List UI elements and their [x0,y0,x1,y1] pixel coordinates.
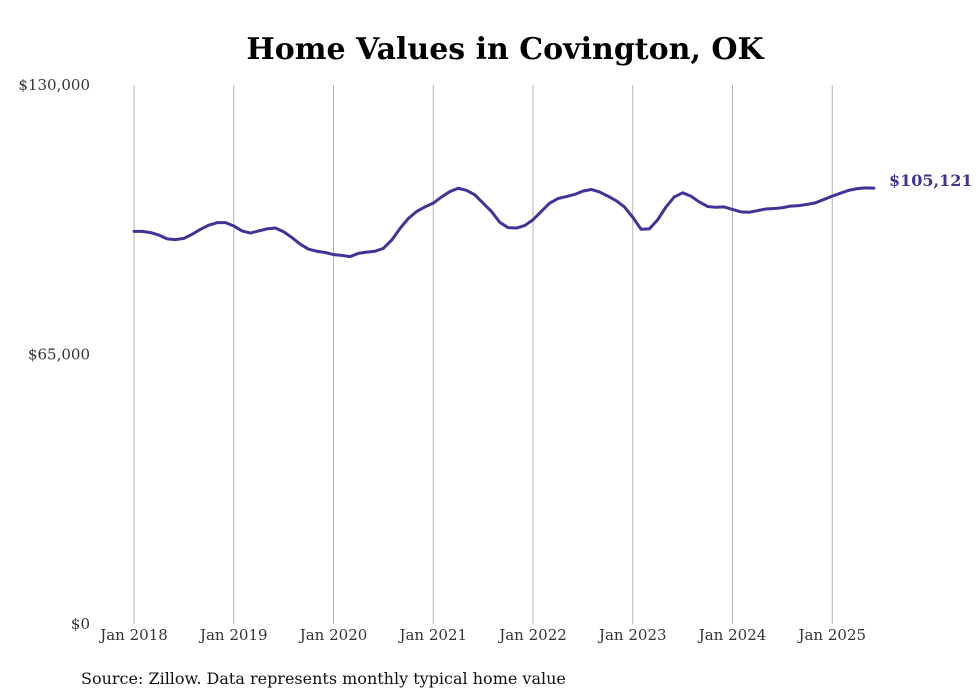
x-tick-label: Jan 2024 [697,626,767,644]
y-axis-ticks: $0 $65,000 $130,000 [18,76,90,633]
y-tick-label: $130,000 [18,76,90,94]
chart-title: Home Values in Covington, OK [246,32,764,67]
x-axis-ticks: Jan 2018 Jan 2019 Jan 2020 Jan 2021 Jan 2022… [98,626,866,644]
series-line [132,186,876,259]
x-tick-label: Jan 2021 [397,626,467,644]
x-tick-label: Jan 2022 [497,626,567,644]
series-layer [132,186,876,259]
gridlines [133,85,833,624]
y-tick-label: $0 [71,615,90,633]
x-tick-label: Jan 2018 [98,626,168,644]
y-tick-label: $65,000 [28,346,90,364]
source-note: Source: Zillow. Data represents monthly … [81,669,566,688]
end-value-label: $105,121 [889,171,973,190]
x-tick-label: Jan 2019 [198,626,268,644]
x-tick-label: Jan 2023 [597,626,667,644]
x-tick-label: Jan 2020 [298,626,368,644]
x-tick-label: Jan 2025 [796,626,866,644]
